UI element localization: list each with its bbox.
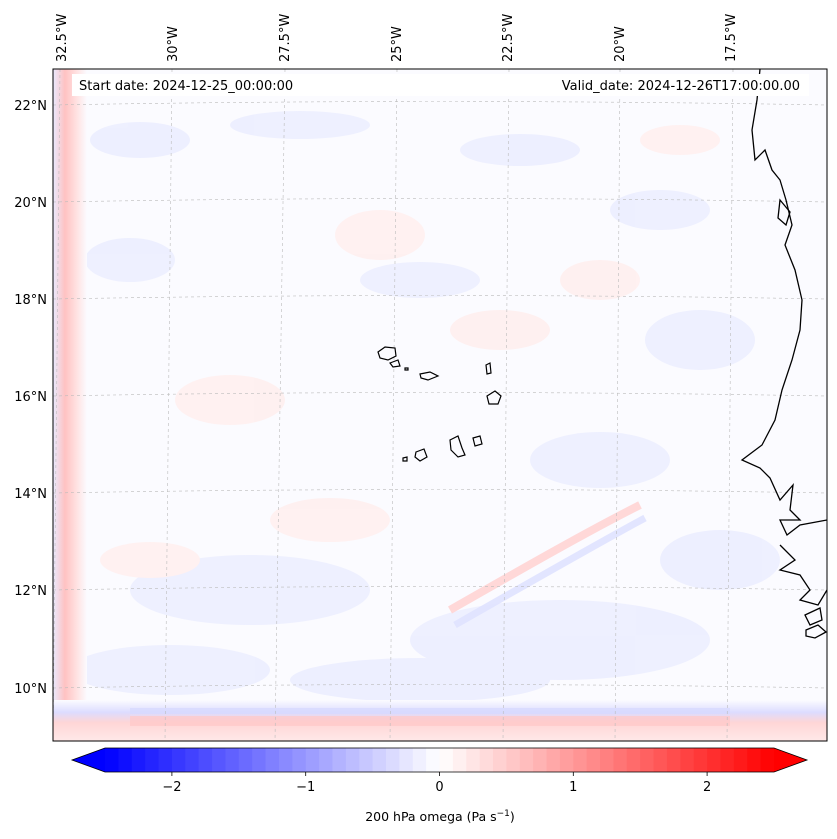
colorbar-segments [105,748,775,772]
colorbar: −2 −1 0 1 2 200 hPa omega (Pa s−1) [70,747,809,824]
colorbar-segment [171,748,186,772]
colorbar-segment [332,748,347,772]
colorbar-segment [680,748,695,772]
colorbar-tick-label: 1 [569,780,577,795]
colorbar-low-arrow [72,748,105,772]
start-date-label: Start date: 2024-12-25_00:00:00 [79,79,293,94]
colorbar-segment [439,748,454,772]
lon-labels: 32.5°W 30°W 27.5°W 25°W 22.5°W 20°W 17.5… [55,14,739,62]
colorbar-segment [319,748,334,772]
colorbar-segment [546,748,561,772]
colorbar-segment [640,748,655,772]
colorbar-segment [586,748,601,772]
colorbar-segment [252,748,267,772]
colorbar-segment [559,748,574,772]
lat-label: 22°N [14,99,47,114]
colorbar-segment [145,748,160,772]
colorbar-segment [292,748,307,772]
colorbar-segment [212,748,227,772]
colorbar-segment [573,748,588,772]
coastline [740,69,827,639]
colorbar-segment [760,748,775,772]
lat-label: 12°N [14,584,47,599]
colorbar-segment [305,748,320,772]
colorbar-tick-label: 2 [703,780,711,795]
lon-label: 27.5°W [278,14,293,62]
colorbar-segment [372,748,387,772]
colorbar-segment [653,748,668,772]
colorbar-segment [185,748,200,772]
colorbar-segment [533,748,548,772]
colorbar-segment [479,748,494,772]
valid-date-label: Valid_date: 2024-12-26T17:00:00.00 [562,79,800,94]
colorbar-segment [278,748,293,772]
lon-label: 32.5°W [55,14,70,62]
colorbar-segment [131,748,146,772]
lat-labels: 22°N 20°N 18°N 16°N 14°N 12°N 10°N [14,99,47,697]
colorbar-segment [707,748,722,772]
lat-label: 18°N [14,293,47,308]
colorbar-ticks: −2 −1 0 1 2 [162,772,711,795]
colorbar-tick-label: 0 [435,780,443,795]
graticule [53,69,827,741]
colorbar-segment [158,748,173,772]
colorbar-segment [225,748,240,772]
colorbar-segment [238,748,253,772]
colorbar-segment [359,748,374,772]
lat-label: 10°N [14,682,47,697]
map-frame [52,68,828,742]
cape-verde-islands [377,346,502,462]
colorbar-segment [493,748,507,772]
colorbar-segment [600,748,615,772]
colorbar-segment [626,748,641,772]
lon-label: 25°W [390,26,405,62]
lon-label: 22.5°W [501,14,516,62]
colorbar-segment [613,748,628,772]
lon-label: 30°W [166,26,181,62]
colorbar-segment [506,748,521,772]
colorbar-outline [70,747,809,773]
colorbar-segment [733,748,748,772]
colorbar-segment [426,748,441,772]
colorbar-segment [747,748,762,772]
colorbar-tick-label: −1 [296,780,315,795]
lat-label: 14°N [14,487,47,502]
colorbar-high-arrow [774,748,807,772]
colorbar-segment [693,748,708,772]
colorbar-segment [385,748,400,772]
colorbar-segment [265,748,280,772]
lon-label: 17.5°W [724,14,739,62]
colorbar-segment [519,748,534,772]
colorbar-segment [198,748,213,772]
colorbar-segment [118,748,133,772]
colorbar-segment [466,748,481,772]
date-banner [72,74,809,96]
colorbar-segment [412,748,427,772]
lat-label: 20°N [14,196,47,211]
colorbar-title: 200 hPa omega (Pa s−1) [365,809,515,824]
lat-label: 16°N [14,390,47,405]
omega-field [53,69,827,741]
colorbar-segment [666,748,681,772]
colorbar-segment [452,748,467,772]
lon-label: 20°W [613,26,628,62]
colorbar-segment [345,748,360,772]
colorbar-tick-label: −2 [162,780,181,795]
colorbar-segment [399,748,414,772]
colorbar-segment [105,748,119,772]
colorbar-segment [720,748,735,772]
